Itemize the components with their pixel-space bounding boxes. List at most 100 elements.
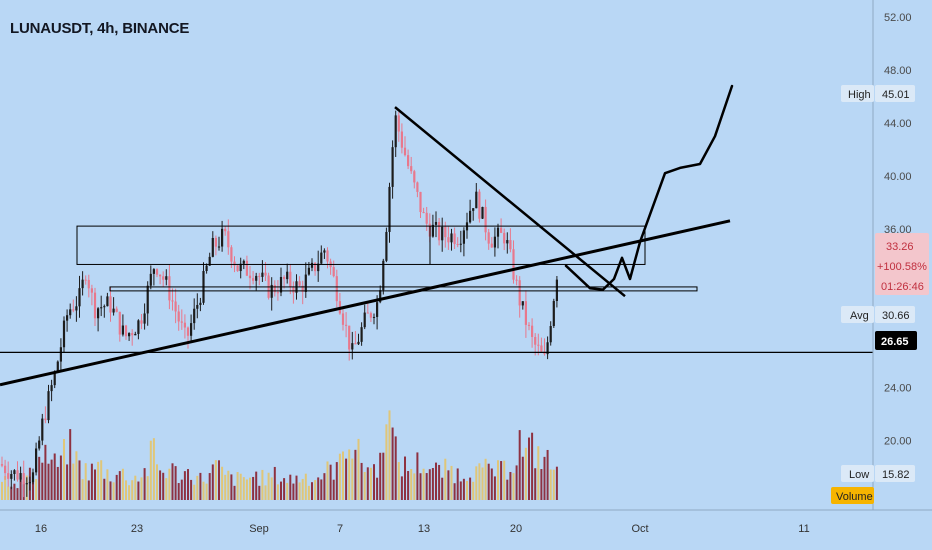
candle-body — [534, 336, 537, 345]
candle-body — [131, 333, 134, 336]
candle-body — [236, 265, 239, 272]
volume-bar — [66, 464, 69, 500]
candle-body — [292, 286, 295, 293]
volume-bar — [196, 475, 199, 500]
change-percent: +100.58% — [877, 261, 927, 273]
time-axis-labels[interactable]: 16 23 Sep 7 13 20 Oct 11 — [35, 523, 810, 535]
volume-bar — [512, 473, 515, 500]
volume-bar — [515, 465, 518, 500]
candle-body — [93, 292, 97, 319]
volume-bar — [56, 466, 59, 500]
candle-body — [484, 206, 487, 233]
price-tick-label: 24.00 — [884, 382, 912, 394]
candle-body — [366, 312, 369, 314]
volume-bar — [286, 482, 289, 500]
volume-bar — [283, 478, 286, 500]
volume-bar — [224, 474, 227, 500]
candle-body — [496, 227, 500, 237]
candle-body — [0, 464, 4, 466]
symbol-title[interactable]: LUNAUSDT, 4h, BINANCE — [10, 20, 190, 37]
volume-bar — [280, 481, 282, 500]
candle-body — [345, 324, 348, 326]
volume-bar — [53, 453, 56, 500]
price-axis-ticks[interactable]: 52.00 48.00 44.00 40.00 36.00 24.00 20.00 — [884, 12, 912, 447]
volume-bar — [19, 477, 22, 500]
candle-body — [7, 473, 10, 479]
candle-body — [44, 418, 47, 421]
volume-bar — [385, 424, 388, 500]
candle-body — [190, 323, 193, 336]
candle-body — [506, 240, 509, 244]
resistance-zone-box[interactable] — [76, 225, 646, 265]
volume-bar — [69, 429, 72, 500]
volume-bar — [497, 460, 499, 500]
volume-bar — [540, 469, 543, 500]
price-tick-label: 52.00 — [884, 12, 912, 24]
descending-trendline[interactable] — [394, 106, 626, 298]
volume-bar — [13, 483, 16, 500]
line-price-badge: 26.65 — [875, 331, 917, 350]
volume-bar — [450, 465, 453, 500]
volume-bar — [193, 484, 196, 500]
volume-bar — [255, 471, 258, 500]
volume-bar — [100, 460, 103, 500]
volume-bar — [32, 477, 34, 500]
ascending-trendline[interactable] — [0, 219, 731, 387]
price-tick-label: 36.00 — [884, 224, 912, 236]
volume-bar — [462, 478, 465, 500]
time-label: 11 — [798, 523, 809, 535]
volume-bar — [351, 458, 354, 500]
volume-bar — [134, 475, 137, 500]
volume-bar — [149, 440, 152, 500]
candle-body — [121, 325, 124, 335]
volume-bar — [382, 452, 385, 500]
volume-bar — [521, 456, 524, 500]
low-value: 15.82 — [882, 469, 910, 481]
candle-body — [447, 237, 450, 243]
candle-body — [66, 315, 69, 321]
candle-body — [242, 260, 245, 264]
volume-bar — [422, 468, 425, 500]
volume-bar — [208, 473, 211, 500]
price-tick-label: 44.00 — [884, 118, 912, 130]
volume-bar — [447, 470, 450, 500]
candle-body — [283, 276, 286, 280]
volume-bar — [233, 485, 236, 500]
candle-body — [521, 301, 524, 306]
volume-bar — [41, 462, 44, 500]
candle-body — [450, 233, 453, 243]
candle-body — [416, 182, 419, 192]
volume-bar — [546, 449, 549, 500]
support-zone-box[interactable] — [109, 286, 698, 292]
candle-body — [221, 228, 224, 247]
candle-body — [472, 208, 475, 211]
candle-body — [552, 300, 555, 327]
volume-bar — [16, 488, 19, 500]
volume-bar — [230, 474, 233, 500]
drawings[interactable] — [0, 84, 873, 387]
volume-bar — [357, 438, 360, 500]
candle-body — [310, 262, 314, 268]
candle-body — [38, 440, 41, 449]
volume-bar — [211, 464, 214, 500]
candle-body — [41, 418, 44, 441]
volume-bar — [106, 469, 109, 500]
volume-bars — [1, 410, 558, 500]
volume-bar — [199, 472, 202, 500]
volume-bar — [218, 460, 220, 500]
candle-body — [481, 206, 484, 219]
candle-body — [503, 232, 506, 244]
volume-bar — [90, 463, 93, 500]
candle-body — [434, 221, 438, 225]
candle-body — [500, 227, 503, 233]
candle-body — [348, 325, 351, 350]
volume-bar — [345, 458, 348, 500]
volume-bar — [537, 446, 540, 500]
candle-body — [100, 307, 103, 309]
volume-bar — [304, 473, 307, 500]
volume-bar — [258, 485, 261, 500]
projected-price-path[interactable] — [564, 84, 734, 291]
volume-bar — [354, 449, 357, 500]
